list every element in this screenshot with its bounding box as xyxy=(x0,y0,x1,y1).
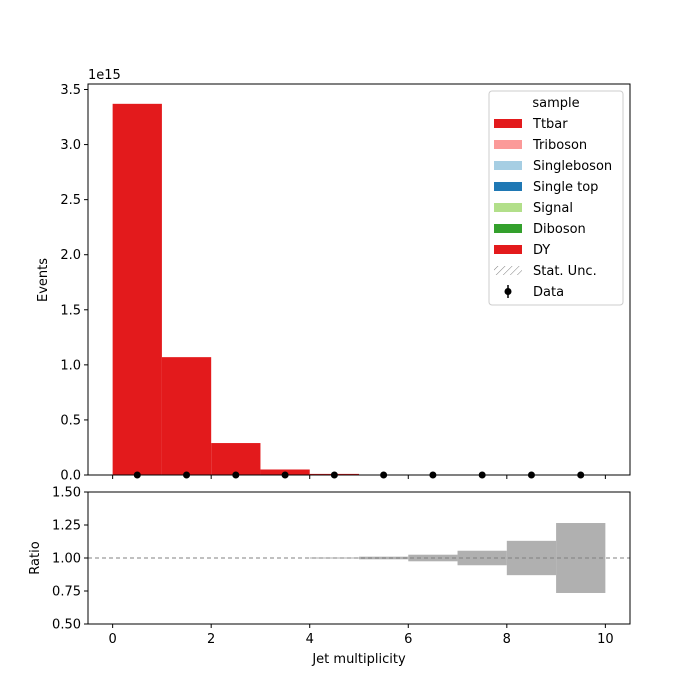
legend-label-data: Data xyxy=(533,285,564,300)
main-y-tick-label-3: 1.5 xyxy=(60,303,81,318)
legend-label-singleboson: Singleboson xyxy=(533,159,612,174)
stacked-bars xyxy=(112,103,606,476)
ratio-x-tick-label-2: 4 xyxy=(306,632,314,647)
legend-label-single-top: Single top xyxy=(533,180,598,195)
bar-dy-bin-1 xyxy=(161,357,212,475)
main-y-ticks: 0.0 0.5 1.0 1.5 2.0 2.5 3.0 3.5 xyxy=(60,83,88,484)
ratio-y-ticks: 0.50 0.75 1.00 1.25 1.50 xyxy=(52,486,88,633)
legend-label-dy: DY xyxy=(533,243,550,258)
data-points xyxy=(133,471,585,479)
main-y-tick-label-6: 3.0 xyxy=(60,138,81,153)
legend-title: sample xyxy=(532,96,579,111)
legend-swatch-signal xyxy=(494,203,522,212)
ratio-panel: 0.50 0.75 1.00 1.25 1.50 0 2 4 6 8 10 Ratio Jet m… xyxy=(28,486,631,667)
bar-dy-bin-0 xyxy=(112,103,162,476)
main-axes-frame xyxy=(87,83,631,476)
legend-marker-data xyxy=(504,288,512,295)
legend: sample Ttbar Triboson Singleboson Single to… xyxy=(488,90,624,306)
legend-swatch-single-top xyxy=(494,182,522,191)
ratio-y-tick-label-2: 1.00 xyxy=(52,552,81,567)
legend-swatch-dy xyxy=(494,245,522,254)
main-y-axis-label: Events xyxy=(36,258,51,302)
y-offset-text: 1e15 xyxy=(88,68,121,83)
legend-swatch-diboson xyxy=(494,224,522,233)
legend-swatch-triboson xyxy=(494,140,522,149)
ratio-x-tick-label-1: 2 xyxy=(207,632,215,647)
legend-label-diboson: Diboson xyxy=(533,222,586,237)
x-axis-label: Jet multiplicity xyxy=(311,652,406,667)
main-x-ticks xyxy=(112,475,606,479)
legend-swatch-singleboson xyxy=(494,161,522,170)
main-y-tick-label-4: 2.0 xyxy=(60,248,81,263)
legend-label-triboson: Triboson xyxy=(532,138,587,153)
ratio-x-ticks: 0 2 4 6 8 10 xyxy=(108,624,614,647)
ratio-y-tick-label-3: 1.25 xyxy=(52,519,81,534)
legend-label-ttbar: Ttbar xyxy=(532,117,568,132)
ratio-y-tick-label-1: 0.75 xyxy=(52,585,81,600)
main-y-tick-label-5: 2.5 xyxy=(60,193,81,208)
main-y-tick-label-7: 3.5 xyxy=(60,83,81,98)
ratio-y-tick-label-0: 0.50 xyxy=(52,618,81,633)
legend-label-stat-unc-: Stat. Unc. xyxy=(533,264,597,279)
legend-frame xyxy=(488,90,624,306)
legend-entries: Ttbar Triboson Singleboson Single top Signal… xyxy=(494,117,612,300)
main-y-tick-label-2: 1.0 xyxy=(60,358,81,373)
main-panel: 0.0 0.5 1.0 1.5 2.0 2.5 3.0 3.5 1e15 Events sam… xyxy=(36,68,631,484)
ratio-x-tick-label-0: 0 xyxy=(108,632,116,647)
legend-swatch-stat-unc- xyxy=(494,266,522,275)
ratio-y-tick-label-4: 1.50 xyxy=(52,486,81,501)
legend-label-signal: Signal xyxy=(533,201,573,216)
main-y-tick-label-1: 0.5 xyxy=(60,413,81,428)
ratio-x-tick-label-5: 10 xyxy=(597,632,614,647)
legend-swatch-ttbar xyxy=(494,119,522,128)
ratio-x-tick-label-4: 8 xyxy=(503,632,511,647)
ratio-x-tick-label-3: 6 xyxy=(404,632,412,647)
main-y-tick-label-0: 0.0 xyxy=(60,469,81,484)
bar-dy-bin-2 xyxy=(211,443,261,475)
ratio-y-axis-label: Ratio xyxy=(28,541,43,574)
